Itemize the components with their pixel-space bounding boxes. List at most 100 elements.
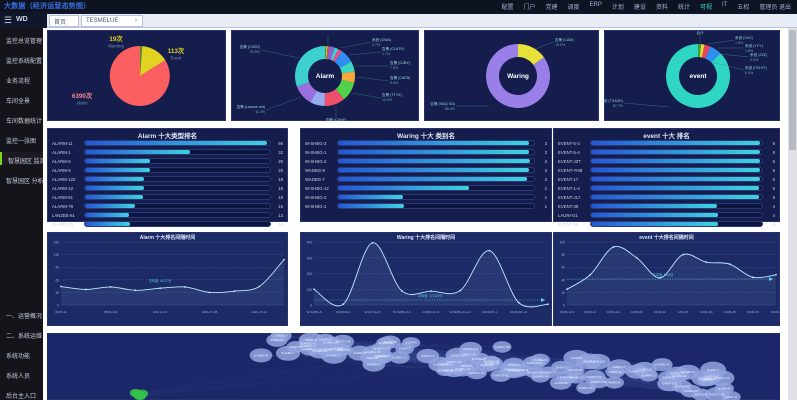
svg-text:Warning: Warning [108, 44, 124, 49]
svg-text:系统 (TSAGE): 系统 (TSAGE) [604, 98, 623, 103]
svg-text:WARN-12: WARN-12 [508, 363, 520, 367]
svg-text:01/09-08: 01/09-08 [631, 310, 643, 314]
svg-text:W-SHBG-21: W-SHBG-21 [327, 354, 342, 358]
svg-text:平均值: 44.17分: 平均值: 44.17分 [149, 278, 172, 283]
svg-text:W-SHBG-95: W-SHBG-95 [485, 361, 500, 365]
svg-text:W-SHBG-93: W-SHBG-93 [675, 385, 690, 389]
svg-text:W-SHBG-24: W-SHBG-24 [681, 370, 696, 374]
svg-text:6.0%: 6.0% [745, 71, 754, 75]
svg-text:WARN-81: WARN-81 [571, 356, 583, 360]
svg-text:告警 (CXZD): 告警 (CXZD) [240, 44, 260, 49]
svg-text:WARN-54: WARN-54 [441, 363, 453, 367]
svg-text:W-SHBG-79: W-SHBG-79 [438, 368, 453, 372]
svg-text:1/09-11-14: 1/09-11-14 [153, 310, 168, 314]
svg-text:ALARM-1-74: ALARM-1-74 [533, 375, 549, 379]
svg-text:01/09-Mz-12: 01/09-Mz-12 [423, 310, 440, 314]
svg-text:ALARM-C-76: ALARM-C-76 [374, 346, 390, 350]
svg-text:W-SHBG-94: W-SHBG-94 [254, 353, 269, 357]
svg-text:0.7%: 0.7% [372, 43, 381, 47]
svg-text:LANZEE-15: LANZEE-15 [367, 363, 381, 367]
svg-text:W-SHBG-62: W-SHBG-62 [527, 370, 542, 374]
svg-text:200: 200 [307, 272, 313, 276]
svg-text:WARN-40: WARN-40 [306, 338, 318, 342]
svg-text:EVENT-5-26: EVENT-5-26 [493, 374, 508, 378]
svg-text:1/09-15: 1/09-15 [678, 310, 689, 314]
svg-text:150: 150 [54, 241, 60, 245]
svg-text:1.5%: 1.5% [735, 41, 744, 45]
svg-text:01/09-Mz-1: 01/09-Mz-1 [482, 310, 498, 314]
svg-text:01/09-12-3: 01/09-12-3 [560, 310, 575, 314]
svg-text:Alarm: Alarm [76, 101, 88, 106]
svg-text:Alarm: Alarm [316, 73, 335, 80]
svg-text:WARN-28: WARN-28 [609, 381, 621, 385]
svg-text:Waring 十大排名间隔时间: Waring 十大排名间隔时间 [397, 234, 455, 241]
svg-text:平均值: 172.83分: 平均值: 172.83分 [418, 293, 443, 298]
svg-text:0: 0 [310, 304, 312, 308]
svg-text:合计: 合计 [696, 30, 704, 35]
svg-text:01/09-08: 01/09-08 [724, 310, 736, 314]
svg-text:EVENT-J-48: EVENT-J-48 [710, 393, 725, 397]
svg-text:6390次: 6390次 [72, 91, 93, 100]
svg-text:ALARM-68: ALARM-68 [554, 381, 567, 385]
svg-text:01/09-15: 01/09-15 [747, 310, 759, 314]
svg-text:01/09-1: 01/09-1 [771, 310, 780, 314]
svg-text:ALARM-14: ALARM-14 [319, 338, 332, 342]
svg-text:ALARM-1-34: ALARM-1-34 [469, 371, 485, 375]
svg-text:W-SHBG-1: W-SHBG-1 [281, 351, 295, 355]
svg-text:EVENT-73: EVENT-73 [560, 375, 573, 379]
svg-text:ALARM-C-53: ALARM-C-53 [629, 370, 645, 374]
svg-text:告警 (CAM): 告警 (CAM) [555, 37, 574, 42]
svg-text:告警 (CLATS): 告警 (CLATS) [382, 46, 404, 51]
svg-text:ALARM-85: ALARM-85 [695, 393, 708, 397]
svg-text:平均值: 56.8分: 平均值: 56.8分 [653, 272, 675, 277]
svg-text:Alarm 十大排名间隔时间: Alarm 十大排名间隔时间 [140, 234, 196, 241]
svg-text:ALARM-77: ALARM-77 [707, 368, 720, 372]
svg-text:EVENT-5-25: EVENT-5-25 [451, 353, 466, 357]
svg-text:EVENT-8: EVENT-8 [406, 341, 417, 345]
svg-text:87.7%: 87.7% [613, 104, 624, 108]
svg-text:EVENT-5: EVENT-5 [290, 345, 301, 349]
svg-text:30: 30 [55, 291, 59, 295]
svg-text:WARN-13: WARN-13 [556, 365, 568, 369]
svg-text:40: 40 [561, 278, 565, 282]
svg-text:01/09-11: 01/09-11 [55, 310, 67, 314]
svg-text:01/09-14: 01/09-14 [584, 310, 596, 314]
svg-text:系统 (YYY): 系统 (YYY) [745, 43, 763, 48]
svg-text:EVENT-J-2: EVENT-J-2 [421, 354, 435, 358]
svg-text:80: 80 [561, 253, 565, 257]
svg-text:EVENT-5-11: EVENT-5-11 [587, 375, 602, 379]
svg-text:0: 0 [563, 304, 565, 308]
svg-text:120: 120 [54, 253, 60, 257]
svg-text:EVENT-36: EVENT-36 [663, 375, 676, 379]
svg-text:01/08-09-1: 01/08-09-1 [336, 310, 351, 314]
svg-text:Waring: Waring [507, 73, 529, 80]
svg-text:EVENT-17: EVENT-17 [725, 395, 738, 399]
svg-text:W-SHBG-9-9: W-SHBG-9-9 [393, 310, 411, 314]
svg-text:11.0%: 11.0% [255, 110, 266, 114]
svg-text:系统 (ZZZ): 系统 (ZZZ) [750, 52, 767, 57]
svg-text:W-SHBG-75: W-SHBG-75 [375, 354, 390, 358]
svg-text:100: 100 [560, 241, 566, 245]
svg-text:告警 (CXHY): 告警 (CXHY) [326, 117, 347, 121]
svg-text:08/09-144: 08/09-144 [104, 310, 118, 314]
svg-text:EVENT-12: EVENT-12 [609, 370, 622, 374]
svg-text:EVENT-18: EVENT-18 [613, 365, 626, 369]
svg-text:Event: Event [171, 56, 183, 61]
svg-text:告警 (GJBY): 告警 (GJBY) [390, 60, 410, 65]
svg-text:ALARM-C-3: ALARM-C-3 [642, 374, 657, 378]
svg-text:EVENT-6: EVENT-6 [583, 359, 594, 363]
svg-text:W-SHBG-Ku-12: W-SHBG-Ku-12 [450, 310, 472, 314]
svg-text:85.0%: 85.0% [445, 107, 456, 111]
svg-text:7.5%: 7.5% [390, 66, 399, 70]
svg-text:EVENT-5-84: EVENT-5-84 [579, 386, 594, 390]
svg-text:ALARM-1-58: ALARM-1-58 [495, 345, 511, 349]
svg-text:ALARM-88: ALARM-88 [718, 387, 731, 391]
svg-text:5.5%: 5.5% [390, 81, 399, 85]
svg-text:19次: 19次 [109, 34, 123, 43]
svg-text:LANZEE-54: LANZEE-54 [684, 389, 698, 393]
svg-text:EVENT-2: EVENT-2 [399, 347, 410, 351]
svg-text:EVENT-5-23: EVENT-5-23 [527, 361, 542, 365]
svg-text:30.9%: 30.9% [250, 50, 261, 54]
svg-text:EVENT-5-33: EVENT-5-33 [336, 340, 351, 344]
svg-text:告警 (KMQ SD): 告警 (KMQ SD) [430, 101, 455, 106]
